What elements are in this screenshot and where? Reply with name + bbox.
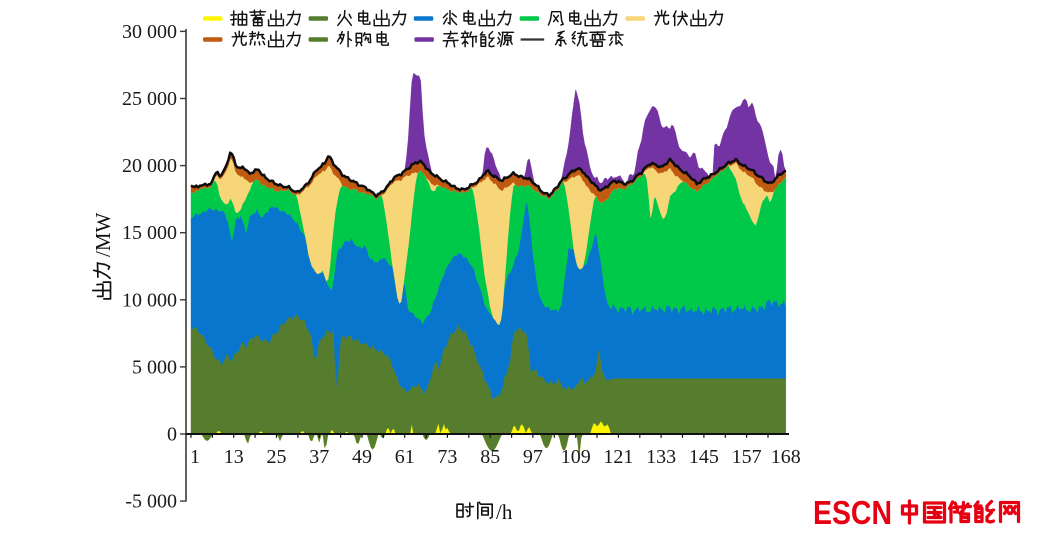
svg-text:1: 1 <box>190 446 200 468</box>
svg-text:49: 49 <box>352 446 372 468</box>
svg-text:168: 168 <box>771 446 801 468</box>
svg-text:73: 73 <box>437 446 457 468</box>
svg-text:97: 97 <box>523 446 543 468</box>
svg-text:133: 133 <box>646 446 676 468</box>
svg-text:ESCN: ESCN <box>813 494 892 531</box>
svg-text:/h: /h <box>496 500 513 524</box>
svg-text:/MW: /MW <box>91 212 115 257</box>
svg-text:13: 13 <box>224 446 244 468</box>
svg-text:0: 0 <box>167 424 177 446</box>
svg-text:109: 109 <box>561 446 591 468</box>
svg-text:145: 145 <box>689 446 719 468</box>
svg-text:61: 61 <box>395 446 415 468</box>
svg-text:25 000: 25 000 <box>122 88 177 110</box>
svg-text:15 000: 15 000 <box>122 222 177 244</box>
svg-text:25: 25 <box>267 446 287 468</box>
svg-text:20 000: 20 000 <box>122 155 177 177</box>
svg-text:10 000: 10 000 <box>122 289 177 311</box>
svg-text:5 000: 5 000 <box>132 356 177 378</box>
svg-text:-5 000: -5 000 <box>125 491 177 513</box>
svg-text:37: 37 <box>309 446 329 468</box>
svg-text:30 000: 30 000 <box>122 21 177 43</box>
svg-text:121: 121 <box>603 446 633 468</box>
svg-text:85: 85 <box>480 446 500 468</box>
svg-text:157: 157 <box>732 446 762 468</box>
